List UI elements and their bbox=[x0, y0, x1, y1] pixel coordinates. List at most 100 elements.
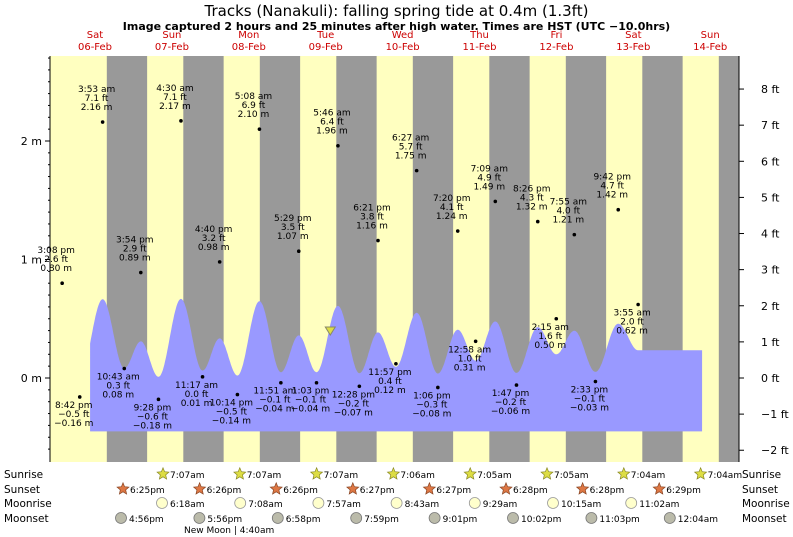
extreme-meters: −0.04 m bbox=[291, 405, 330, 415]
extreme-time: 7:20 pm bbox=[433, 194, 471, 204]
moonrise-time: 8:43am bbox=[405, 500, 440, 510]
sunrise-icon bbox=[233, 466, 247, 480]
sunrise-time: 7:06am bbox=[400, 471, 435, 481]
extreme-meters: 1.07 m bbox=[277, 232, 309, 242]
extreme-meters: 1.32 m bbox=[516, 203, 548, 213]
night-band bbox=[718, 56, 739, 462]
extreme-point bbox=[60, 281, 64, 286]
moonset-time: 12:04am bbox=[678, 515, 718, 525]
extreme-feet: −0.1 ft bbox=[259, 396, 291, 406]
extreme-meters: 2.17 m bbox=[159, 102, 191, 112]
extreme-meters: 2.16 m bbox=[81, 103, 113, 113]
extreme-feet: 0.0 ft bbox=[185, 390, 209, 400]
day-date: 09-Feb bbox=[309, 42, 343, 53]
day-date: 06-Feb bbox=[78, 42, 112, 53]
extreme-time: 9:28 pm bbox=[134, 403, 172, 413]
extreme-meters: −0.08 m bbox=[412, 409, 451, 419]
sunrise-time: 7:04am bbox=[708, 471, 743, 481]
extreme-meters: −0.16 m bbox=[54, 419, 93, 429]
day-of-week: Sun bbox=[701, 30, 720, 41]
moonset-time: 5:56pm bbox=[207, 515, 242, 525]
extreme-time: 1:06 pm bbox=[413, 391, 451, 401]
extreme-point bbox=[436, 385, 440, 390]
sunset-time: 6:26pm bbox=[283, 486, 318, 496]
moonrise-time: 9:29am bbox=[483, 500, 518, 510]
moonrise-icon bbox=[468, 497, 481, 509]
left-tick-label: 2 m bbox=[21, 135, 42, 148]
extreme-feet: 5.7 ft bbox=[399, 143, 423, 153]
extreme-feet: 3.5 ft bbox=[281, 223, 305, 233]
extreme-feet: 0.4 ft bbox=[378, 377, 402, 387]
extreme-meters: −0.03 m bbox=[570, 404, 609, 414]
day-date: 11-Feb bbox=[462, 42, 496, 53]
extreme-point bbox=[394, 361, 398, 366]
extreme-time: 7:55 am bbox=[550, 198, 587, 208]
extreme-time: 8:26 pm bbox=[513, 185, 551, 195]
day-date: 14-Feb bbox=[693, 42, 727, 53]
sunrise-time: 7:04am bbox=[631, 471, 666, 481]
row-label-right: Sunset bbox=[742, 484, 778, 496]
chart-title: Tracks (Nanakuli): falling spring tide a… bbox=[204, 2, 589, 20]
right-tick-label: 0 ft bbox=[761, 372, 780, 385]
row-label-left: Moonset bbox=[4, 513, 49, 525]
extreme-feet: −0.2 ft bbox=[495, 398, 527, 408]
sunset-time: 6:27pm bbox=[360, 486, 395, 496]
extreme-meters: −0.18 m bbox=[133, 421, 172, 431]
extreme-feet: 3.2 ft bbox=[202, 234, 226, 244]
sunset-icon bbox=[422, 481, 437, 495]
extreme-time: 1:47 pm bbox=[492, 389, 530, 399]
extreme-point bbox=[336, 143, 340, 148]
sunset-time: 6:29pm bbox=[666, 486, 701, 496]
sunset-time: 6:25pm bbox=[130, 486, 165, 496]
extreme-point bbox=[514, 383, 519, 387]
moonrise-icon bbox=[625, 497, 638, 509]
extreme-meters: 1.16 m bbox=[356, 222, 388, 232]
moonset-time: 10:02pm bbox=[521, 515, 561, 525]
extreme-point bbox=[593, 379, 598, 384]
extreme-point bbox=[414, 168, 419, 173]
extreme-meters: 2.10 m bbox=[238, 110, 270, 120]
sunset-time: 6:26pm bbox=[207, 486, 242, 496]
moonset-time: 7:59pm bbox=[364, 515, 399, 525]
extreme-meters: 1.49 m bbox=[473, 182, 505, 192]
moonset-time: 6:58pm bbox=[286, 515, 321, 525]
sunrise-time: 7:07am bbox=[324, 471, 359, 481]
extreme-point bbox=[572, 232, 577, 237]
extreme-meters: 0.80 m bbox=[40, 264, 72, 274]
extreme-time: 5:08 am bbox=[235, 92, 272, 102]
sunset-icon bbox=[346, 481, 360, 495]
sunset-time: 6:27pm bbox=[436, 486, 471, 496]
extreme-meters: −0.14 m bbox=[212, 417, 251, 427]
right-tick-label: 1 ft bbox=[761, 336, 780, 349]
day-of-week: Tue bbox=[316, 30, 334, 41]
extreme-feet: 7.1 ft bbox=[85, 94, 109, 104]
moonset-icon bbox=[350, 512, 363, 524]
extreme-point bbox=[636, 302, 640, 307]
extreme-point bbox=[100, 120, 105, 124]
extreme-feet: −0.1 ft bbox=[295, 396, 327, 406]
extreme-time: 10:14 pm bbox=[210, 399, 253, 409]
sunrise-icon bbox=[463, 466, 477, 480]
extreme-meters: 0.31 m bbox=[454, 363, 486, 373]
sunset-icon bbox=[575, 481, 590, 495]
moonrise-icon bbox=[390, 497, 403, 509]
moonset-icon bbox=[663, 512, 676, 524]
extreme-feet: 4.9 ft bbox=[477, 173, 501, 183]
moonrise-time: 10:15am bbox=[561, 500, 601, 510]
sunrise-icon bbox=[540, 466, 554, 480]
extreme-feet: −0.2 ft bbox=[338, 399, 370, 409]
day-date: 13-Feb bbox=[616, 42, 650, 53]
day-of-week: Sun bbox=[162, 30, 181, 41]
extreme-feet: 6.4 ft bbox=[320, 118, 344, 128]
sunset-icon bbox=[652, 481, 666, 495]
extreme-feet: −0.3 ft bbox=[416, 400, 448, 410]
day-date: 10-Feb bbox=[386, 42, 420, 53]
extreme-meters: −0.07 m bbox=[334, 408, 373, 418]
right-tick-label: 3 ft bbox=[761, 264, 780, 277]
extreme-point bbox=[376, 238, 380, 243]
extreme-point bbox=[535, 219, 540, 224]
row-label-left: Sunrise bbox=[4, 469, 43, 481]
sun-moon-rows: Sunrise Sunrise Sunset Sunset Moonrise Moonri… bbox=[4, 466, 790, 536]
extreme-feet: 2.0 ft bbox=[620, 318, 644, 328]
extreme-time: 2:15 am bbox=[532, 323, 569, 333]
